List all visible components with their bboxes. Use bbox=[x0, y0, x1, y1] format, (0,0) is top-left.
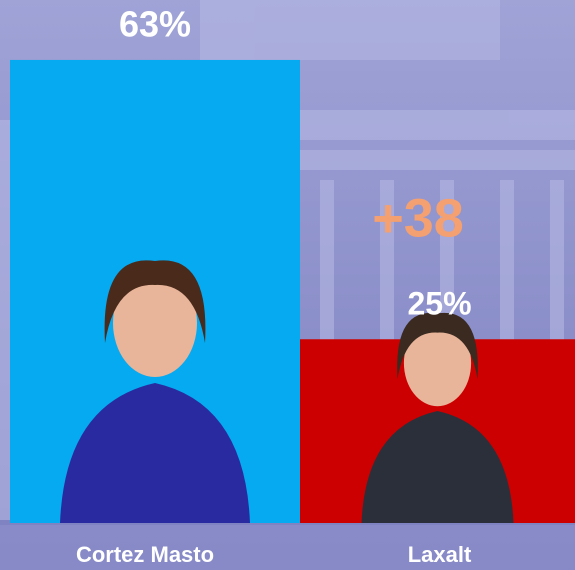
category-label: Cortez Masto bbox=[76, 542, 214, 567]
value-label: 25% bbox=[407, 286, 471, 322]
page: {"chart_data": {"type": "bar", "categori… bbox=[0, 0, 575, 570]
chart: +38 63% Cortez Masto 25% Laxalt bbox=[0, 0, 575, 570]
annotation: +38 bbox=[372, 188, 464, 248]
value-label: 63% bbox=[119, 3, 191, 44]
category-label: Laxalt bbox=[408, 542, 472, 567]
